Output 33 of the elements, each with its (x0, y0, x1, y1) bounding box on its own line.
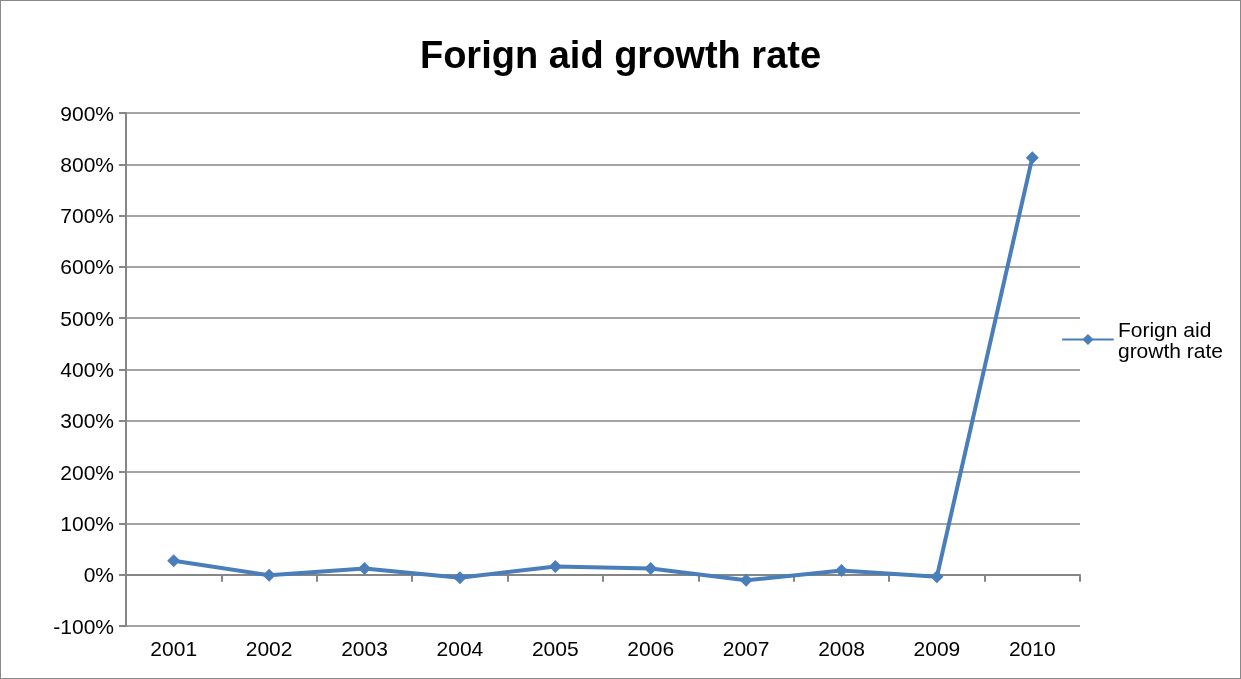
y-tick-label: 0% (83, 563, 114, 587)
point (167, 554, 181, 568)
point (930, 570, 944, 584)
y-tick-label: 800% (60, 152, 114, 176)
x-tick-label: 2001 (150, 637, 198, 660)
y-tick-label: 700% (60, 204, 114, 228)
point (262, 568, 276, 582)
y-tick-label: 600% (60, 255, 114, 279)
x-tick-label: 2003 (341, 637, 388, 660)
x-tick-label: 2008 (818, 637, 865, 660)
chart-title: Forign aid growth rate (419, 34, 822, 76)
point (835, 564, 848, 578)
y-tick-label: 400% (60, 358, 114, 381)
point (1025, 151, 1039, 165)
y-tick-label: 300% (60, 409, 114, 433)
point (358, 562, 371, 576)
y-tick-label: 100% (60, 511, 114, 535)
y-tick-label: 900% (60, 101, 114, 125)
x-tick-label: 2002 (245, 637, 293, 660)
x-tick-label: 2009 (913, 637, 961, 660)
point (548, 559, 562, 573)
y-tick-label: 500% (60, 306, 114, 330)
x-tick-label: 2007 (722, 637, 770, 660)
point (739, 573, 753, 587)
y-tick-label: -100% (53, 614, 114, 638)
x-tick-label: 2006 (627, 637, 675, 660)
x-tick-label: 2010 (1008, 637, 1056, 660)
x-tick-label: 2005 (531, 637, 579, 660)
y-tick-label: 200% (60, 460, 114, 484)
point (644, 562, 658, 576)
legend-label: Forign aid growth rate (1117, 317, 1224, 362)
point (453, 571, 467, 585)
x-tick-label: 2004 (436, 637, 484, 660)
